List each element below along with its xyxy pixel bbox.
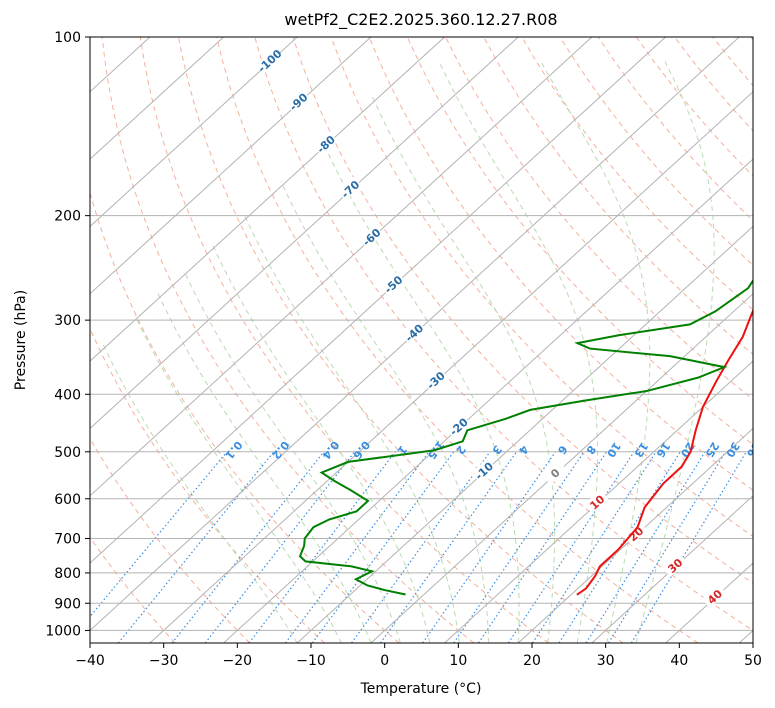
isotherm-line — [223, 158, 753, 643]
isotherm-label-backdrop — [445, 414, 471, 438]
dry-adiabat-line — [101, 37, 475, 643]
isotherm-line — [90, 37, 298, 228]
y-tick-label: 500 — [54, 445, 81, 461]
dry-adiabat-line — [90, 437, 251, 643]
y-tick-label: 600 — [54, 492, 81, 508]
mixing-ratio-line — [422, 451, 556, 643]
isotherm-line — [90, 37, 666, 564]
y-tick-label: 100 — [54, 30, 81, 46]
dry-adiabat-line — [445, 37, 753, 401]
mixing-ratio-line — [90, 451, 228, 618]
isotherm-label-backdrop — [471, 458, 496, 482]
mixing-ratio-line — [453, 451, 585, 643]
moist-adiabat-line — [134, 315, 342, 643]
isotherm-line — [0, 37, 3, 643]
x-tick-label: 30 — [597, 653, 615, 669]
temperature-trace — [576, 308, 753, 596]
isotherm-label-backdrop — [285, 89, 310, 114]
isotherm-label-backdrop — [380, 271, 405, 296]
isotherm-line — [90, 37, 593, 497]
y-tick-label: 300 — [54, 313, 81, 329]
isotherm-label-backdrop — [313, 131, 338, 156]
isotherm-line — [149, 91, 753, 643]
dry-adiabat-line — [330, 37, 753, 538]
x-tick-label: 40 — [670, 653, 688, 669]
dry-adiabat-line — [90, 536, 176, 643]
x-tick-label: −10 — [296, 653, 326, 669]
dry-adiabat-line — [292, 37, 753, 584]
chart-title: wetPf2_C2E2.2025.360.12.27.R08 — [284, 10, 557, 30]
isotherm-line — [90, 37, 224, 160]
isotherm-label-backdrop — [623, 521, 648, 546]
isotherm-line — [0, 37, 76, 643]
mixing-ratio-line — [608, 451, 727, 643]
x-axis-label: Temperature (°C) — [360, 681, 482, 697]
dry-adiabat-line — [139, 37, 549, 643]
isotherm-label-backdrop — [422, 367, 448, 392]
y-axis-label: Pressure (hPa) — [13, 290, 29, 390]
x-tick-label: −20 — [223, 653, 253, 669]
moist-adiabat-line — [370, 94, 556, 643]
dry-adiabat-line — [177, 37, 624, 643]
x-tick-label: −30 — [149, 653, 179, 669]
x-tick-label: 50 — [744, 653, 762, 669]
y-tick-label: 700 — [54, 532, 81, 548]
isotherm-label-backdrop — [256, 48, 282, 72]
moist-adiabat-line — [244, 215, 460, 643]
mixing-ratio-line — [171, 451, 325, 643]
isotherm-line — [370, 293, 753, 643]
sounding-traces — [298, 278, 753, 596]
mixing-ratio-line — [351, 451, 491, 643]
mixing-ratio-line — [204, 451, 356, 643]
x-tick-label: −40 — [75, 653, 105, 669]
isotherm-line — [296, 225, 753, 643]
moist-adiabat-line — [102, 344, 298, 643]
mixing-ratio-line — [117, 451, 275, 643]
x-tick-label: 10 — [449, 653, 467, 669]
mixing-ratio-line — [248, 451, 396, 643]
isotherm-label-backdrop — [584, 489, 609, 514]
y-tick-label: 1000 — [45, 623, 81, 639]
y-tick-label: 200 — [54, 209, 81, 225]
moist-adiabat-line — [212, 245, 431, 643]
y-tick-label: 400 — [54, 387, 81, 403]
y-tick-label: 800 — [54, 566, 81, 582]
isotherm-label-backdrop — [542, 460, 567, 485]
y-axis: 100 200 300 400 500 600 700 800 900 1000 — [45, 30, 90, 639]
moist-adiabat-line — [438, 61, 598, 643]
mixing-ratio-line — [379, 451, 518, 643]
isotherm-line — [444, 360, 753, 643]
dry-adiabat-line — [368, 37, 753, 491]
x-tick-label: 0 — [380, 653, 389, 669]
dry-adiabat-line — [750, 37, 753, 41]
isotherm-line — [90, 37, 372, 295]
dry-adiabat-line — [483, 37, 753, 356]
isotherm-label-backdrop — [701, 584, 727, 608]
isotherm-label-backdrop — [662, 553, 687, 577]
isotherm-line — [591, 495, 753, 643]
moist-adiabat-line — [184, 272, 401, 643]
mixing-ratio-label: 36 — [744, 440, 763, 460]
mixing-ratio-line — [630, 451, 747, 643]
moist-adiabat-line — [157, 292, 372, 643]
plot-area-background — [90, 37, 753, 643]
isotherm-line — [90, 37, 519, 430]
mixing-ratio-line — [585, 451, 706, 643]
y-tick-label: 900 — [54, 596, 81, 612]
moist-adiabat-line — [540, 61, 651, 643]
isotherm-label-backdrop — [358, 224, 383, 249]
dewpoint-trace — [298, 278, 753, 596]
dry-adiabat-line — [90, 327, 325, 643]
isotherm-label-backdrop — [337, 176, 362, 201]
x-axis: −40 −30 −20 −10 0 10 20 30 40 50 — [75, 643, 762, 669]
x-tick-label: 20 — [523, 653, 541, 669]
isotherm-label-backdrop — [401, 320, 426, 344]
plot-frame — [89, 36, 754, 644]
moist-adiabat-line — [635, 61, 715, 643]
